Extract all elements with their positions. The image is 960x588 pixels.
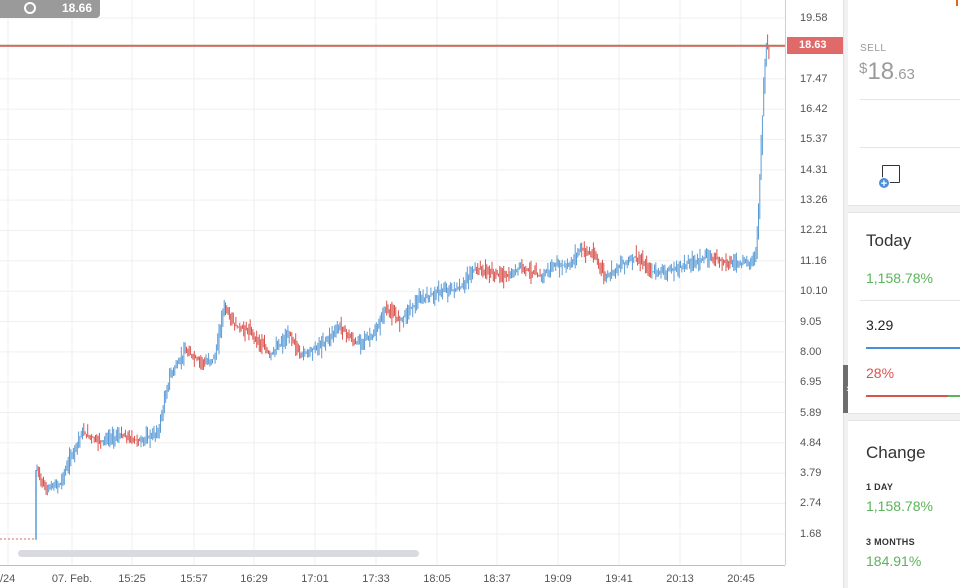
price-tick-label: 4.84: [800, 436, 822, 449]
price-tick-label: 10.10: [800, 285, 828, 298]
price-tick-label: 9.05: [800, 315, 822, 328]
instrument-panel: SELL $18.63 + Today 1,158.78% 3.29 28% C…: [848, 0, 960, 588]
today-red-bar: [866, 395, 948, 397]
chart-grid: [0, 0, 785, 565]
price-tick-label: 5.89: [800, 406, 822, 419]
change-title: Change: [866, 443, 926, 462]
price-tick-label: 17.47: [800, 72, 828, 85]
chart-canvas[interactable]: [0, 0, 785, 565]
three-months-change: 184.91%: [866, 553, 922, 569]
price-tick-label: 16.42: [800, 103, 828, 116]
current-price-flag: 18.63: [787, 37, 843, 54]
hover-price-badge: 18.66: [0, 0, 100, 18]
time-tick-label: 16:29: [240, 573, 268, 585]
time-axis[interactable]: /24 07. Feb. 15:25 15:57 16:29 17:01 17:33 18:0…: [0, 565, 785, 588]
add-to-watchlist-button[interactable]: +: [878, 165, 900, 190]
sell-price-button[interactable]: $18.63: [859, 58, 915, 86]
sell-currency: $: [859, 60, 868, 77]
one-day-label: 1 DAY: [866, 482, 894, 492]
crosshair-circle-icon: [24, 2, 36, 14]
plus-icon: +: [878, 177, 890, 190]
chart-candles: [35, 34, 770, 540]
horizontal-scrollbar[interactable]: [18, 550, 419, 557]
section-separator: [848, 413, 960, 421]
time-tick-label: 17:33: [362, 573, 390, 585]
price-chart[interactable]: 18.66: [0, 0, 785, 565]
today-green-bar: [948, 395, 960, 397]
today-card: Today 1,158.78% 3.29 28%: [848, 213, 960, 413]
section-separator: [848, 205, 960, 213]
time-tick-label: 15:25: [118, 573, 146, 585]
today-blue-bar: [866, 347, 960, 349]
hover-price-value: 18.66: [62, 1, 93, 15]
time-tick-label: 07. Feb.: [51, 573, 93, 585]
price-tick-label: 13.26: [800, 194, 828, 207]
price-tick-label: 8.00: [800, 345, 822, 358]
price-tick-label: 1.68: [800, 528, 822, 540]
time-tick-label: /24: [0, 573, 16, 585]
price-tick-label: 15.37: [800, 133, 828, 146]
three-months-label: 3 MONTHS: [866, 537, 915, 547]
time-tick-label: 20:13: [666, 573, 694, 585]
today-percent: 28%: [866, 365, 895, 381]
time-tick-label: 17:01: [301, 573, 329, 585]
today-change: 1,158.78%: [866, 270, 933, 286]
time-tick-label: 19:41: [605, 573, 633, 585]
accent-mark: [956, 0, 958, 6]
panel-divider: [843, 0, 848, 588]
price-tick-label: 2.74: [800, 497, 822, 510]
sell-price-dec: .63: [894, 66, 915, 83]
price-tick-label: 19.58: [800, 12, 828, 24]
time-tick-label: 15:57: [180, 573, 208, 585]
price-axis[interactable]: 19.58 17.47 16.42 15.37 14.31 13.26 12.21 11.16…: [785, 0, 843, 565]
change-card: Change 1 DAY 1,158.78% 3 MONTHS 184.91%: [848, 421, 960, 588]
divider-line: [860, 147, 960, 148]
time-tick-label: 20:45: [727, 573, 755, 585]
price-tick-label: 14.31: [800, 163, 828, 176]
price-tick-label: 6.95: [800, 376, 822, 389]
sell-price-int: 18: [867, 58, 895, 85]
today-value: 3.29: [866, 317, 894, 333]
time-tick-label: 18:05: [423, 573, 451, 585]
today-title: Today: [866, 231, 912, 250]
divider-line: [860, 99, 960, 100]
time-tick-label: 18:37: [483, 573, 511, 585]
price-tick-label: 11.16: [800, 254, 827, 267]
price-tick-label: 12.21: [800, 224, 828, 237]
time-tick-label: 19:09: [544, 573, 572, 585]
price-tick-label: 3.79: [800, 467, 822, 480]
sell-label: SELL: [860, 43, 887, 54]
one-day-change: 1,158.78%: [866, 498, 933, 514]
divider-line: [860, 300, 960, 301]
trade-card: SELL $18.63 +: [848, 0, 960, 205]
watchlist-box-icon: [882, 165, 900, 183]
